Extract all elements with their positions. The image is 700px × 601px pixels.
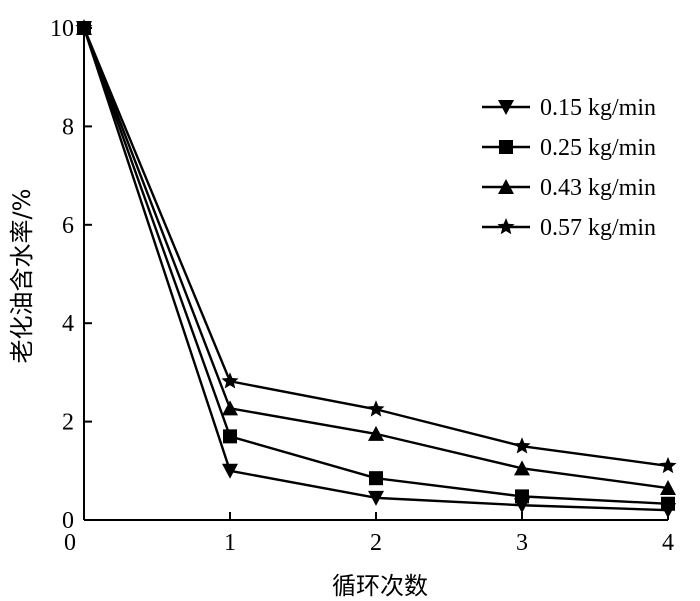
data-point: [75, 19, 93, 36]
x-tick-label: 2: [370, 530, 382, 556]
legend-marker: [497, 218, 515, 235]
y-tick-label: 6: [62, 213, 74, 239]
data-point: [659, 456, 677, 474]
x-tick-label: 1: [224, 530, 236, 556]
legend-marker: [498, 100, 514, 115]
legend-label: 0.43 kg/min: [540, 175, 656, 201]
data-point: [221, 372, 239, 389]
data-point: [368, 425, 384, 441]
legend-label: 0.57 kg/min: [540, 215, 656, 241]
data-point: [223, 429, 237, 444]
legend-item: 0.25 kg/min: [482, 135, 656, 161]
x-axis-title: 循环次数: [332, 572, 428, 600]
data-point: [368, 490, 384, 506]
data-point: [660, 480, 676, 496]
data-point: [222, 400, 238, 416]
legend-item: 0.15 kg/min: [482, 95, 656, 121]
data-point: [367, 400, 385, 417]
x-tick-label: 3: [516, 530, 528, 556]
data-point: [222, 463, 238, 479]
legend-marker: [499, 140, 513, 154]
y-axis-title: 老化油含水率/%: [8, 189, 36, 364]
series-line: [82, 27, 669, 468]
legend-label: 0.25 kg/min: [540, 135, 656, 161]
data-point: [369, 471, 383, 486]
y-tick-label: 2: [62, 410, 74, 436]
series: [75, 19, 677, 519]
legend: 0.15 kg/min 0.25 kg/min 0.43 kg/min 0.57 kg…: [482, 95, 656, 241]
data-point: [515, 489, 529, 504]
data-point: [513, 437, 531, 454]
x-tick-label: 4: [662, 530, 674, 556]
series-3: [75, 19, 677, 474]
legend-item: 0.43 kg/min: [482, 175, 656, 201]
y-tick-label: 4: [62, 311, 74, 337]
data-point: [514, 460, 530, 476]
y-tick-label: 10: [50, 16, 74, 42]
x-tick-label: 0: [64, 530, 76, 556]
legend-label: 0.15 kg/min: [540, 95, 656, 121]
legend-item: 0.57 kg/min: [482, 215, 656, 241]
y-tick-label: 8: [62, 114, 74, 140]
data-point: [661, 496, 675, 511]
ticks: 0 2 4 6 8 10 0 1 2 3 4: [50, 16, 674, 556]
y-tick-label: 0: [62, 508, 74, 534]
legend-marker: [498, 179, 514, 194]
